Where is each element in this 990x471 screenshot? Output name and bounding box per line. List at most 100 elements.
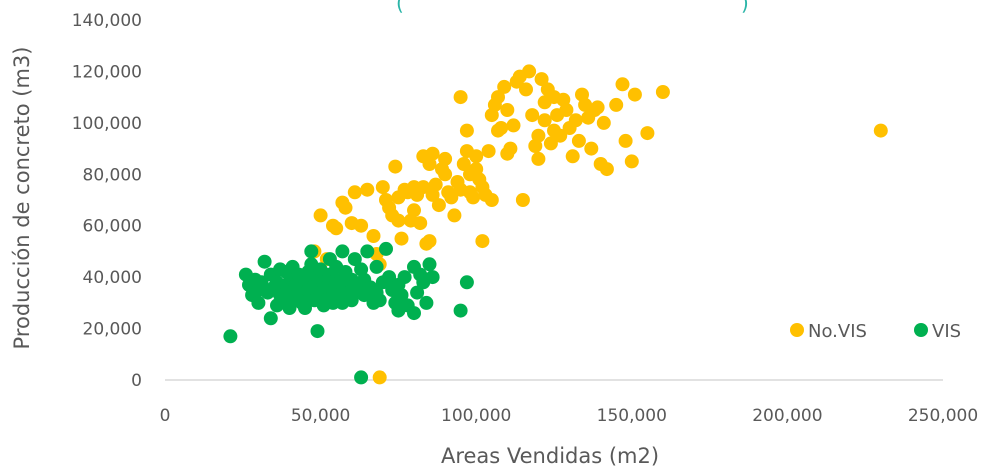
data-point bbox=[310, 324, 325, 339]
data-point bbox=[484, 193, 499, 207]
data-point bbox=[438, 151, 453, 166]
data-point bbox=[354, 370, 369, 385]
data-point bbox=[369, 259, 384, 274]
data-point bbox=[624, 154, 639, 169]
data-point bbox=[428, 177, 443, 192]
y-tick-label: 80,000 bbox=[83, 165, 142, 185]
data-point bbox=[500, 103, 515, 117]
data-point bbox=[531, 151, 546, 166]
data-point bbox=[282, 301, 297, 315]
y-tick-label: 140,000 bbox=[72, 11, 142, 31]
data-point bbox=[459, 275, 474, 290]
data-point bbox=[372, 370, 387, 385]
data-point bbox=[410, 285, 425, 300]
data-point bbox=[382, 270, 397, 285]
data-point bbox=[456, 157, 471, 171]
data-point bbox=[599, 162, 614, 177]
data-point bbox=[584, 141, 599, 156]
data-point bbox=[543, 136, 558, 151]
data-point bbox=[407, 306, 421, 321]
data-point bbox=[503, 141, 518, 156]
data-point bbox=[655, 85, 670, 99]
data-point bbox=[447, 208, 462, 223]
data-point bbox=[596, 115, 611, 130]
data-point bbox=[347, 185, 362, 200]
y-tick-label: 0 bbox=[131, 371, 142, 391]
x-tick-label: 50,000 bbox=[291, 406, 350, 426]
legend: No.VIS VIS bbox=[790, 321, 961, 342]
data-point bbox=[425, 270, 440, 285]
data-point bbox=[553, 128, 568, 143]
data-point bbox=[571, 133, 586, 148]
data-point bbox=[525, 108, 540, 123]
data-point bbox=[388, 159, 403, 174]
y-tick-label: 120,000 bbox=[72, 62, 142, 82]
data-point bbox=[372, 293, 387, 308]
legend-marker-vis bbox=[914, 323, 928, 337]
data-point bbox=[298, 301, 312, 315]
data-point bbox=[531, 128, 546, 143]
data-point bbox=[394, 231, 409, 246]
data-point bbox=[422, 234, 437, 249]
chart-title-right: ) bbox=[741, 0, 749, 15]
data-point bbox=[425, 146, 440, 161]
data-point bbox=[251, 295, 266, 310]
data-point bbox=[397, 270, 412, 285]
data-point bbox=[469, 149, 484, 164]
legend-marker-novis bbox=[790, 323, 804, 337]
data-point bbox=[640, 126, 655, 141]
data-point bbox=[329, 221, 344, 236]
data-point bbox=[494, 121, 509, 135]
data-point bbox=[379, 241, 393, 256]
data-point bbox=[375, 180, 390, 195]
y-tick-label: 40,000 bbox=[83, 268, 142, 288]
data-point bbox=[438, 167, 453, 182]
data-point bbox=[313, 208, 328, 223]
data-point bbox=[431, 198, 446, 213]
x-axis-title: Areas Vendidas (m2) bbox=[441, 444, 659, 468]
data-point bbox=[354, 218, 369, 233]
data-point bbox=[559, 103, 574, 117]
data-point bbox=[407, 203, 421, 218]
data-point bbox=[453, 90, 468, 105]
data-point bbox=[304, 244, 319, 259]
series-vis bbox=[223, 241, 474, 385]
data-point bbox=[453, 303, 468, 318]
data-point bbox=[257, 254, 272, 269]
data-point bbox=[609, 97, 624, 112]
legend-label-vis: VIS bbox=[932, 321, 961, 342]
data-point bbox=[522, 64, 537, 79]
data-point bbox=[481, 144, 496, 159]
x-tick-label: 0 bbox=[160, 406, 171, 426]
data-point bbox=[254, 275, 269, 290]
data-point bbox=[263, 311, 278, 326]
data-point bbox=[422, 257, 437, 272]
data-point bbox=[419, 295, 434, 310]
y-axis-title: Producción de concreto (m3) bbox=[10, 47, 34, 350]
chart-title-left: ( bbox=[396, 0, 404, 15]
x-tick-label: 250,000 bbox=[908, 406, 978, 426]
data-point bbox=[413, 216, 428, 231]
y-tick-label: 100,000 bbox=[72, 114, 142, 134]
data-point bbox=[344, 293, 359, 308]
data-point bbox=[347, 252, 362, 267]
data-point bbox=[506, 118, 521, 133]
y-axis-ticks: 0 20,000 40,000 60,000 80,000 100,000 120,000 1… bbox=[72, 11, 142, 391]
data-point bbox=[444, 190, 459, 205]
data-point bbox=[627, 87, 642, 102]
data-point bbox=[459, 123, 474, 138]
data-point bbox=[475, 234, 490, 249]
data-point bbox=[366, 229, 381, 243]
data-point bbox=[416, 180, 431, 195]
data-point bbox=[565, 149, 580, 164]
scatter-points bbox=[223, 64, 888, 385]
data-point bbox=[391, 213, 406, 228]
series-no-vis bbox=[307, 64, 888, 385]
data-point bbox=[519, 82, 533, 97]
x-tick-label: 150,000 bbox=[597, 406, 667, 426]
data-point bbox=[873, 123, 888, 138]
x-axis-ticks: 0 50,000 100,000 150,000 200,000 250,000 bbox=[160, 406, 979, 426]
data-point bbox=[615, 77, 630, 92]
y-tick-label: 60,000 bbox=[83, 217, 142, 237]
